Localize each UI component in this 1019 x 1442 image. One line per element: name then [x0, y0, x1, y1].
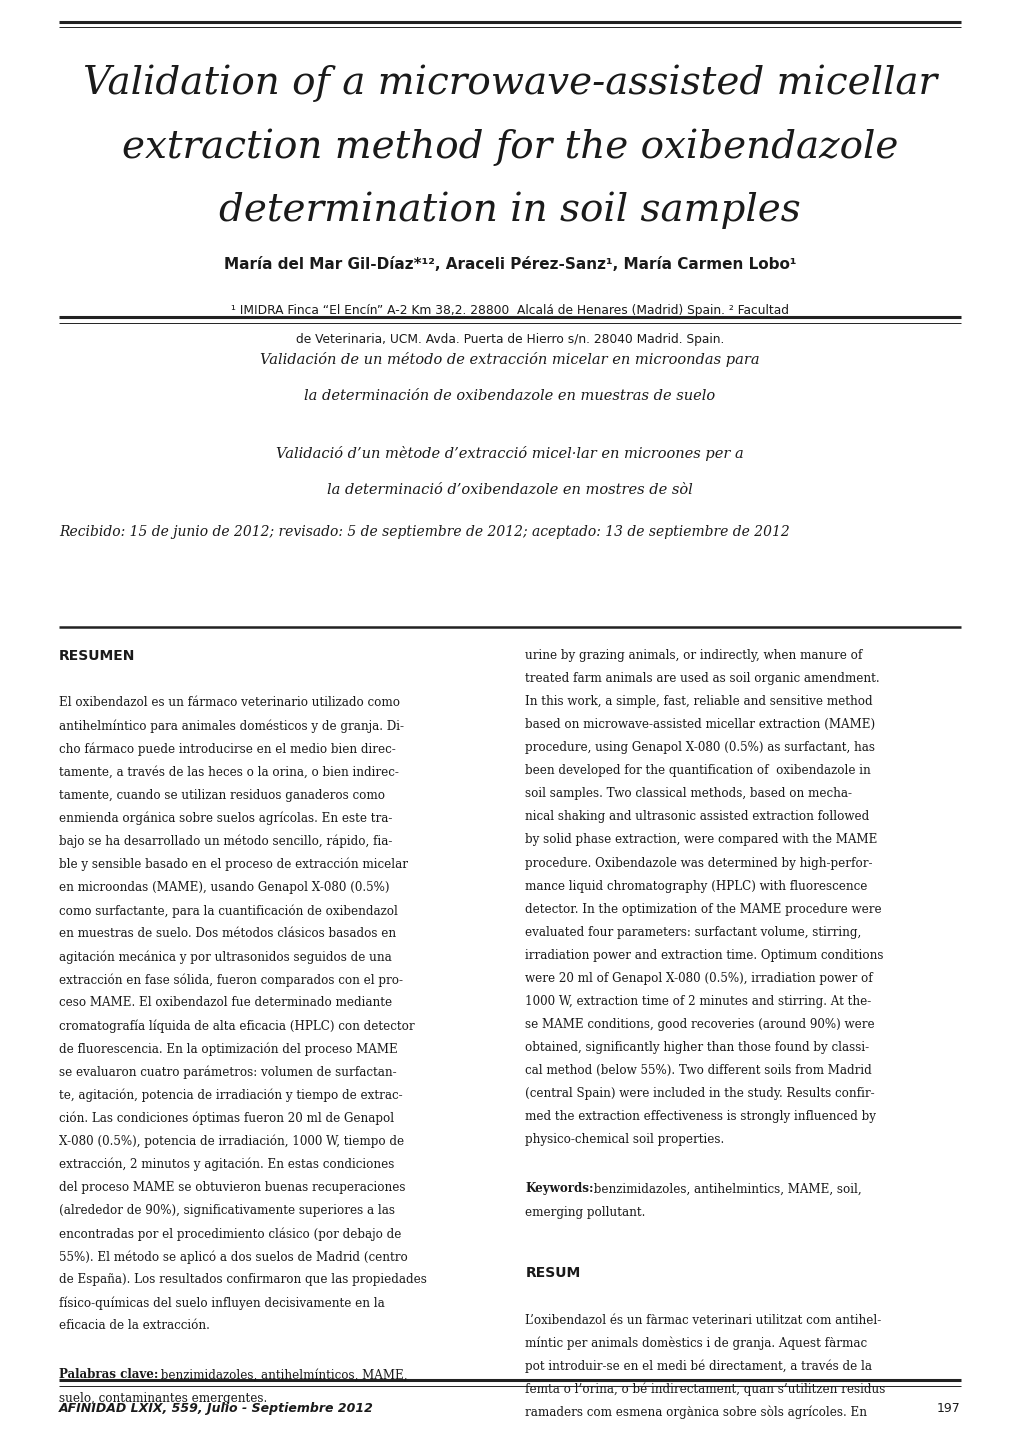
Text: procedure. Oxibendazole was determined by high-perfor-: procedure. Oxibendazole was determined b…	[525, 857, 872, 870]
Text: 55%). El método se aplicó a dos suelos de Madrid (centro: 55%). El método se aplicó a dos suelos d…	[59, 1250, 408, 1263]
Text: urine by grazing animals, or indirectly, when manure of: urine by grazing animals, or indirectly,…	[525, 649, 862, 662]
Text: irradiation power and extraction time. Optimum conditions: irradiation power and extraction time. O…	[525, 949, 882, 962]
Text: míntic per animals domèstics i de granja. Aquest fàrmac: míntic per animals domèstics i de granja…	[525, 1337, 866, 1350]
Text: ¹ IMIDRA Finca “El Encín” A-2 Km 38,2. 28800  Alcalá de Henares (Madrid) Spain. : ¹ IMIDRA Finca “El Encín” A-2 Km 38,2. 2…	[230, 304, 789, 317]
Text: RESUM: RESUM	[525, 1266, 580, 1280]
Text: bajo se ha desarrollado un método sencillo, rápido, fia-: bajo se ha desarrollado un método sencil…	[59, 835, 392, 848]
Text: ceso MAME. El oxibendazol fue determinado mediante: ceso MAME. El oxibendazol fue determinad…	[59, 996, 392, 1009]
Text: cromatografía líquida de alta eficacia (HPLC) con detector: cromatografía líquida de alta eficacia (…	[59, 1019, 415, 1032]
Text: eficacia de la extracción.: eficacia de la extracción.	[59, 1319, 210, 1332]
Text: In this work, a simple, fast, reliable and sensitive method: In this work, a simple, fast, reliable a…	[525, 695, 872, 708]
Text: extraction method for the oxibendazole: extraction method for the oxibendazole	[121, 128, 898, 166]
Text: ción. Las condiciones óptimas fueron 20 ml de Genapol: ción. Las condiciones óptimas fueron 20 …	[59, 1112, 394, 1125]
Text: procedure, using Genapol X-080 (0.5%) as surfactant, has: procedure, using Genapol X-080 (0.5%) as…	[525, 741, 874, 754]
Text: based on microwave-assisted micellar extraction (MAME): based on microwave-assisted micellar ext…	[525, 718, 874, 731]
Text: physico-chemical soil properties.: physico-chemical soil properties.	[525, 1133, 723, 1146]
Text: cal method (below 55%). Two different soils from Madrid: cal method (below 55%). Two different so…	[525, 1064, 871, 1077]
Text: tamente, cuando se utilizan residuos ganaderos como: tamente, cuando se utilizan residuos gan…	[59, 789, 385, 802]
Text: pot introduir-se en el medi bé directament, a través de la: pot introduir-se en el medi bé directame…	[525, 1360, 871, 1373]
Text: femta o l’orina, o bé indirectament, quan s’utilitzen residus: femta o l’orina, o bé indirectament, qua…	[525, 1383, 884, 1396]
Text: determination in soil samples: determination in soil samples	[219, 192, 800, 229]
Text: en muestras de suelo. Dos métodos clásicos basados en: en muestras de suelo. Dos métodos clásic…	[59, 927, 396, 940]
Text: Palabras clave:: Palabras clave:	[59, 1368, 158, 1381]
Text: extracción en fase sólida, fueron comparados con el pro-: extracción en fase sólida, fueron compar…	[59, 973, 403, 986]
Text: antihelmíntico para animales domésticos y de granja. Di-: antihelmíntico para animales domésticos …	[59, 720, 404, 733]
Text: (alrededor de 90%), significativamente superiores a las: (alrededor de 90%), significativamente s…	[59, 1204, 394, 1217]
Text: como surfactante, para la cuantificación de oxibendazol: como surfactante, para la cuantificación…	[59, 904, 397, 917]
Text: nical shaking and ultrasonic assisted extraction followed: nical shaking and ultrasonic assisted ex…	[525, 810, 869, 823]
Text: soil samples. Two classical methods, based on mecha-: soil samples. Two classical methods, bas…	[525, 787, 852, 800]
Text: extracción, 2 minutos y agitación. En estas condiciones: extracción, 2 minutos y agitación. En es…	[59, 1158, 394, 1171]
Text: la determinació d’oxibendazole en mostres de sòl: la determinació d’oxibendazole en mostre…	[327, 483, 692, 497]
Text: by solid phase extraction, were compared with the MAME: by solid phase extraction, were compared…	[525, 833, 876, 846]
Text: evaluated four parameters: surfactant volume, stirring,: evaluated four parameters: surfactant vo…	[525, 926, 861, 939]
Text: la determinación de oxibendazole en muestras de suelo: la determinación de oxibendazole en mues…	[304, 389, 715, 404]
Text: El oxibendazol es un fármaco veterinario utilizado como: El oxibendazol es un fármaco veterinario…	[59, 696, 399, 709]
Text: se evaluaron cuatro parámetros: volumen de surfactan-: se evaluaron cuatro parámetros: volumen …	[59, 1066, 396, 1079]
Text: agitación mecánica y por ultrasonidos seguidos de una: agitación mecánica y por ultrasonidos se…	[59, 950, 391, 963]
Text: Validación de un método de extracción micelar en microondas para: Validación de un método de extracción mi…	[260, 352, 759, 366]
Text: del proceso MAME se obtuvieron buenas recuperaciones: del proceso MAME se obtuvieron buenas re…	[59, 1181, 406, 1194]
Text: RESUMEN: RESUMEN	[59, 649, 136, 663]
Text: suelo, contaminantes emergentes.: suelo, contaminantes emergentes.	[59, 1392, 267, 1405]
Text: AFINIDAD LXIX, 559, Julio - Septiembre 2012: AFINIDAD LXIX, 559, Julio - Septiembre 2…	[59, 1402, 374, 1415]
Text: were 20 ml of Genapol X-080 (0.5%), irradiation power of: were 20 ml of Genapol X-080 (0.5%), irra…	[525, 972, 872, 985]
Text: obtained, significantly higher than those found by classi-: obtained, significantly higher than thos…	[525, 1041, 868, 1054]
Text: detector. In the optimization of the MAME procedure were: detector. In the optimization of the MAM…	[525, 903, 881, 916]
Text: tamente, a través de las heces o la orina, o bien indirec-: tamente, a través de las heces o la orin…	[59, 766, 398, 779]
Text: Validació d’un mètode d’extracció micel·lar en microones per a: Validació d’un mètode d’extracció micel·…	[276, 446, 743, 460]
Text: 197: 197	[936, 1402, 960, 1415]
Text: encontradas por el procedimiento clásico (por debajo de: encontradas por el procedimiento clásico…	[59, 1227, 401, 1240]
Text: Recibido: 15 de junio de 2012; revisado: 5 de septiembre de 2012; aceptado: 13 d: Recibido: 15 de junio de 2012; revisado:…	[59, 525, 789, 539]
Text: mance liquid chromatography (HPLC) with fluorescence: mance liquid chromatography (HPLC) with …	[525, 880, 867, 893]
Text: (central Spain) were included in the study. Results confir-: (central Spain) were included in the stu…	[525, 1087, 874, 1100]
Text: X-080 (0.5%), potencia de irradiación, 1000 W, tiempo de: X-080 (0.5%), potencia de irradiación, 1…	[59, 1135, 404, 1148]
Text: treated farm animals are used as soil organic amendment.: treated farm animals are used as soil or…	[525, 672, 879, 685]
Text: ramaders com esmena orgànica sobre sòls agrícoles. En: ramaders com esmena orgànica sobre sòls …	[525, 1406, 866, 1419]
Text: Validation of a microwave-assisted micellar: Validation of a microwave-assisted micel…	[83, 65, 936, 102]
Text: físico-químicas del suelo influyen decisivamente en la: físico-químicas del suelo influyen decis…	[59, 1296, 384, 1309]
Text: 1000 W, extraction time of 2 minutes and stirring. At the-: 1000 W, extraction time of 2 minutes and…	[525, 995, 870, 1008]
Text: te, agitación, potencia de irradiación y tiempo de extrac-: te, agitación, potencia de irradiación y…	[59, 1089, 403, 1102]
Text: Keywords:: Keywords:	[525, 1182, 593, 1195]
Text: de Veterinaria, UCM. Avda. Puerta de Hierro s/n. 28040 Madrid. Spain.: de Veterinaria, UCM. Avda. Puerta de Hie…	[296, 333, 723, 346]
Text: med the extraction effectiveness is strongly influenced by: med the extraction effectiveness is stro…	[525, 1110, 875, 1123]
Text: L’oxibendazol és un fàrmac veterinari utilitzat com antihel-: L’oxibendazol és un fàrmac veterinari ut…	[525, 1314, 880, 1327]
Text: been developed for the quantification of  oxibendazole in: been developed for the quantification of…	[525, 764, 870, 777]
Text: benzimidazoles, antihelmintics, MAME, soil,: benzimidazoles, antihelmintics, MAME, so…	[589, 1182, 860, 1195]
Text: en microondas (MAME), usando Genapol X-080 (0.5%): en microondas (MAME), usando Genapol X-0…	[59, 881, 389, 894]
Text: de España). Los resultados confirmaron que las propiedades: de España). Los resultados confirmaron q…	[59, 1273, 427, 1286]
Text: emerging pollutant.: emerging pollutant.	[525, 1206, 645, 1218]
Text: benzimidazoles, antihelmínticos, MAME,: benzimidazoles, antihelmínticos, MAME,	[157, 1368, 408, 1381]
Text: se MAME conditions, good recoveries (around 90%) were: se MAME conditions, good recoveries (aro…	[525, 1018, 874, 1031]
Text: ble y sensible basado en el proceso de extracción micelar: ble y sensible basado en el proceso de e…	[59, 858, 408, 871]
Text: enmienda orgánica sobre suelos agrícolas. En este tra-: enmienda orgánica sobre suelos agrícolas…	[59, 812, 392, 825]
Text: cho fármaco puede introducirse en el medio bien direc-: cho fármaco puede introducirse en el med…	[59, 743, 395, 756]
Text: María del Mar Gil-Díaz*¹², Araceli Pérez-Sanz¹, María Carmen Lobo¹: María del Mar Gil-Díaz*¹², Araceli Pérez…	[223, 257, 796, 271]
Text: de fluorescencia. En la optimización del proceso MAME: de fluorescencia. En la optimización del…	[59, 1043, 397, 1056]
